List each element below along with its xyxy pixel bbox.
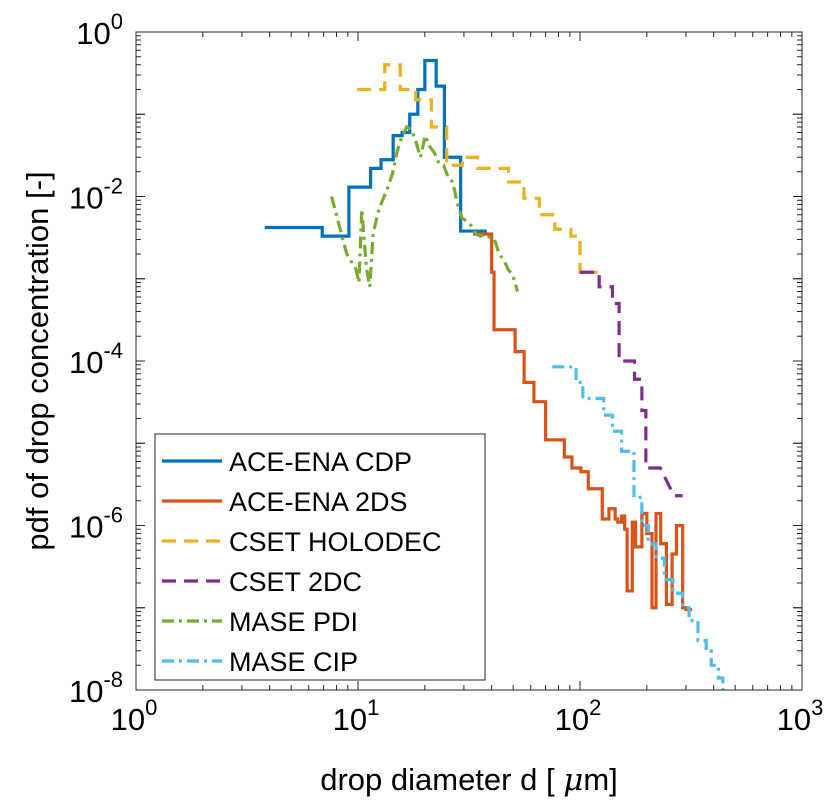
legend-label: MASE PDI: [229, 607, 358, 637]
legend-label: ACE-ENA CDP: [229, 447, 412, 477]
series-line-5: [329, 124, 520, 292]
tick-layer: [135, 31, 803, 691]
legend-label: ACE-ENA 2DS: [229, 487, 408, 517]
x-tick-label: 100: [111, 695, 158, 737]
tick-label-layer: 100 101 102 103 10-8 10-6 10-4 10-2 100: [69, 9, 823, 737]
y-tick-label: 100: [76, 9, 123, 51]
series-line-3: [357, 63, 598, 274]
y-tick-label: 10-6: [69, 503, 123, 545]
y-tick-label: 10-2: [69, 174, 123, 216]
y-axis-label: pdf of drop concentration [-]: [20, 171, 55, 550]
legend-box: [154, 433, 486, 681]
y-tick-label: 10-4: [69, 338, 123, 380]
legend-label: MASE CIP: [229, 647, 358, 677]
series-line-6: [552, 365, 728, 690]
series-line-2: [473, 232, 693, 612]
legend-label: CSET 2DC: [229, 567, 362, 597]
series-line-1: [264, 58, 487, 238]
x-tick-label: 103: [777, 695, 824, 737]
x-tick-label: 101: [333, 695, 380, 737]
x-tick-label: 102: [555, 695, 602, 737]
y-tick-label: 10-8: [69, 667, 123, 709]
legend-label: CSET HOLODEC: [229, 527, 442, 557]
series-line-4: [580, 270, 683, 498]
legend: ACE-ENA CDP ACE-ENA 2DS CSET HOLODEC CSET 2…: [154, 433, 486, 681]
series-layer: [264, 58, 728, 690]
x-axis-label: drop diameter d [ μm]: [320, 762, 618, 798]
